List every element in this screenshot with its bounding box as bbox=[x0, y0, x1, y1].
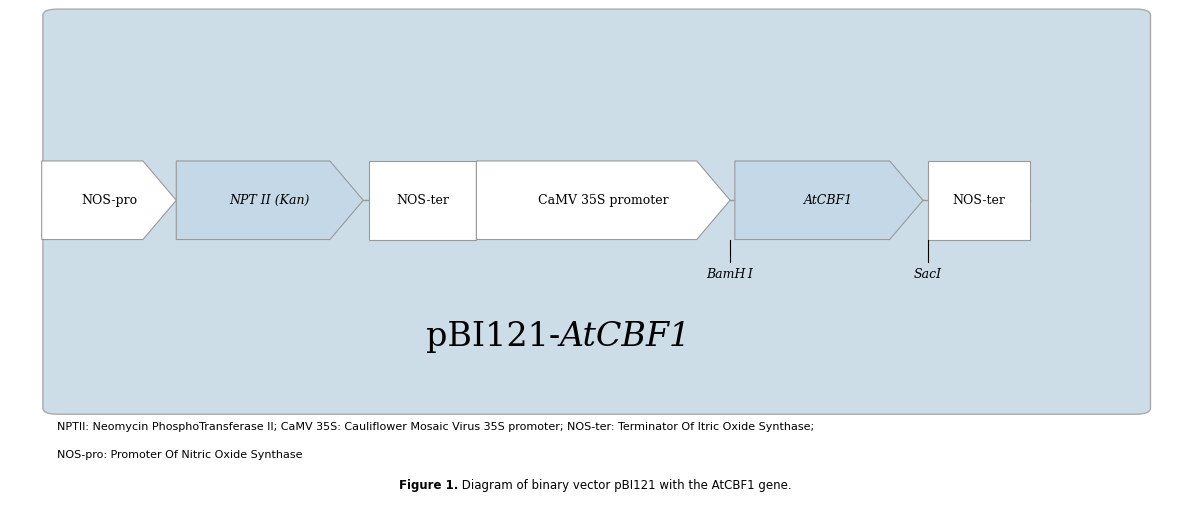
Text: AtCBF1: AtCBF1 bbox=[804, 194, 854, 207]
Text: NOS-pro: Promoter Of Nitric Oxide Synthase: NOS-pro: Promoter Of Nitric Oxide Syntha… bbox=[57, 450, 303, 460]
Polygon shape bbox=[928, 161, 1030, 240]
Text: NOS-ter: NOS-ter bbox=[397, 194, 449, 207]
Polygon shape bbox=[369, 161, 476, 240]
Polygon shape bbox=[176, 161, 363, 240]
Text: NOS-pro: NOS-pro bbox=[81, 194, 137, 207]
Text: NPT II (Kan): NPT II (Kan) bbox=[230, 194, 310, 207]
FancyBboxPatch shape bbox=[43, 9, 1151, 414]
Text: BamH I: BamH I bbox=[706, 269, 754, 281]
Text: NOS-ter: NOS-ter bbox=[953, 194, 1005, 207]
Text: Figure 1.: Figure 1. bbox=[399, 479, 459, 492]
Text: SacI: SacI bbox=[913, 269, 942, 281]
Text: Diagram of binary vector pBI121 with the AtCBF1 gene.: Diagram of binary vector pBI121 with the… bbox=[459, 479, 792, 492]
Text: CaMV 35S promoter: CaMV 35S promoter bbox=[538, 194, 668, 207]
Text: NPTII: Neomycin PhosphoTransferase II; CaMV 35S: Cauliflower Mosaic Virus 35S pr: NPTII: Neomycin PhosphoTransferase II; C… bbox=[57, 422, 815, 432]
Polygon shape bbox=[42, 161, 176, 240]
Polygon shape bbox=[476, 161, 730, 240]
Text: pBI121-: pBI121- bbox=[425, 321, 560, 353]
Text: AtCBF1: AtCBF1 bbox=[560, 321, 691, 353]
Polygon shape bbox=[735, 161, 923, 240]
